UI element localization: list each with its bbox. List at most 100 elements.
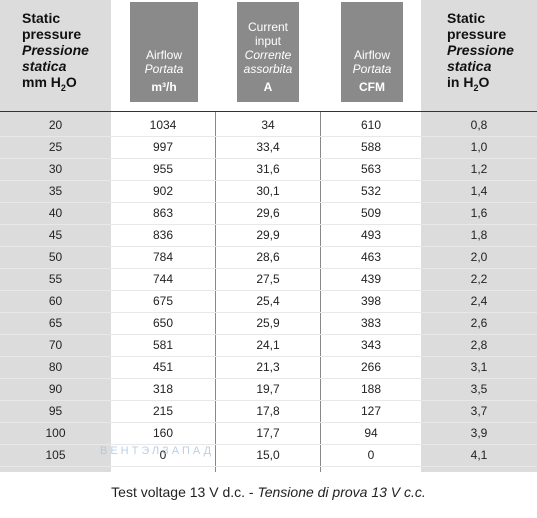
header-current-input: Current input Corrente assorbita A (237, 2, 299, 102)
cell-static-pressure-mm: 50 (48, 250, 63, 264)
cell-static-pressure-mm: 65 (48, 316, 63, 330)
cell-airflow-m3h: 160 (152, 426, 174, 440)
cell-static-pressure-mm: 55 (48, 272, 63, 286)
row-divider (0, 400, 537, 401)
cell-airflow-cfm: 509 (360, 206, 382, 220)
row-divider (0, 158, 537, 159)
cell-static-pressure-mm: 45 (48, 228, 63, 242)
cell-current-a: 21,3 (256, 360, 280, 374)
cell-current-a: 30,1 (256, 184, 280, 198)
cell-static-pressure-mm: 60 (48, 294, 63, 308)
row-divider (0, 422, 537, 423)
cell-static-pressure-mm: 40 (48, 206, 63, 220)
row-divider (0, 444, 537, 445)
row-divider (0, 180, 537, 181)
cell-airflow-m3h: 902 (152, 184, 174, 198)
cell-static-pressure-mm: 35 (48, 184, 63, 198)
cell-static-pressure-in: 2,8 (470, 338, 488, 352)
cell-airflow-m3h: 650 (152, 316, 174, 330)
row-divider (0, 356, 537, 357)
cell-current-a: 28,6 (256, 250, 280, 264)
cell-airflow-cfm: 343 (360, 338, 382, 352)
cell-airflow-m3h: 1034 (149, 118, 177, 132)
cell-airflow-m3h: 955 (152, 162, 174, 176)
col-separator (215, 112, 216, 472)
cell-airflow-cfm: 0 (367, 448, 375, 462)
cell-current-a: 25,9 (256, 316, 280, 330)
cell-current-a: 33,4 (256, 140, 280, 154)
cell-airflow-cfm: 532 (360, 184, 382, 198)
cell-static-pressure-in: 1,6 (470, 206, 488, 220)
cell-airflow-cfm: 563 (360, 162, 382, 176)
cell-static-pressure-mm: 20 (48, 118, 63, 132)
cell-airflow-m3h: 0 (159, 448, 167, 462)
row-divider (0, 378, 537, 379)
row-divider (0, 268, 537, 269)
cell-airflow-cfm: 439 (360, 272, 382, 286)
col-bg-right (421, 0, 537, 472)
watermark: ВЕНТЭЛЗАПАД (100, 445, 215, 457)
cell-static-pressure-mm: 80 (48, 360, 63, 374)
cell-airflow-m3h: 581 (152, 338, 174, 352)
cell-static-pressure-mm: 105 (45, 448, 66, 462)
cell-static-pressure-in: 1,0 (470, 140, 488, 154)
header-static-pressure-in: Static pressure Pressione statica in H2O (447, 10, 514, 93)
cell-airflow-cfm: 463 (360, 250, 382, 264)
cell-static-pressure-mm: 95 (48, 404, 63, 418)
cell-current-a: 34 (261, 118, 275, 132)
cell-static-pressure-in: 1,4 (470, 184, 488, 198)
cell-static-pressure-in: 3,9 (470, 426, 488, 440)
cell-current-a: 27,5 (256, 272, 280, 286)
cell-airflow-m3h: 863 (152, 206, 174, 220)
cell-airflow-m3h: 451 (152, 360, 174, 374)
cell-airflow-m3h: 997 (152, 140, 174, 154)
cell-static-pressure-in: 4,1 (470, 448, 488, 462)
cell-airflow-cfm: 610 (360, 118, 382, 132)
cell-current-a: 15,0 (256, 448, 280, 462)
cell-static-pressure-in: 2,4 (470, 294, 488, 308)
cell-static-pressure-in: 1,8 (470, 228, 488, 242)
cell-airflow-cfm: 188 (360, 382, 382, 396)
cell-airflow-cfm: 588 (360, 140, 382, 154)
row-divider (0, 202, 537, 203)
cell-airflow-m3h: 675 (152, 294, 174, 308)
cell-airflow-m3h: 318 (152, 382, 174, 396)
cell-static-pressure-in: 3,5 (470, 382, 488, 396)
cell-airflow-m3h: 744 (152, 272, 174, 286)
cell-airflow-m3h: 784 (152, 250, 174, 264)
row-divider (0, 334, 537, 335)
footnote: Test voltage 13 V d.c. - Tensione di pro… (111, 484, 426, 500)
cell-static-pressure-mm: 70 (48, 338, 63, 352)
cell-current-a: 17,8 (256, 404, 280, 418)
col-bg-left (0, 0, 111, 472)
performance-table: Static pressure Pressione statica mm H2O… (0, 0, 537, 472)
cell-current-a: 29,6 (256, 206, 280, 220)
row-divider (0, 312, 537, 313)
cell-static-pressure-mm: 25 (48, 140, 63, 154)
cell-static-pressure-in: 2,2 (470, 272, 488, 286)
cell-current-a: 31,6 (256, 162, 280, 176)
cell-current-a: 19,7 (256, 382, 280, 396)
row-divider (0, 136, 537, 137)
cell-airflow-cfm: 383 (360, 316, 382, 330)
row-divider (0, 290, 537, 291)
cell-current-a: 25,4 (256, 294, 280, 308)
cell-airflow-cfm: 398 (360, 294, 382, 308)
cell-current-a: 17,7 (256, 426, 280, 440)
row-divider (0, 246, 537, 247)
cell-static-pressure-in: 3,1 (470, 360, 488, 374)
cell-static-pressure-in: 2,0 (470, 250, 488, 264)
cell-static-pressure-mm: 90 (48, 382, 63, 396)
cell-airflow-cfm: 127 (360, 404, 382, 418)
header-static-pressure-mm: Static pressure Pressione statica mm H2O (22, 10, 89, 93)
cell-airflow-cfm: 266 (360, 360, 382, 374)
row-divider (0, 466, 537, 467)
cell-airflow-m3h: 836 (152, 228, 174, 242)
header-airflow-cfm: Airflow Portata CFM (341, 2, 403, 102)
header-divider (0, 111, 537, 112)
cell-airflow-cfm: 94 (364, 426, 378, 440)
cell-airflow-cfm: 493 (360, 228, 382, 242)
cell-current-a: 24,1 (256, 338, 280, 352)
cell-current-a: 29,9 (256, 228, 280, 242)
cell-static-pressure-in: 2,6 (470, 316, 488, 330)
